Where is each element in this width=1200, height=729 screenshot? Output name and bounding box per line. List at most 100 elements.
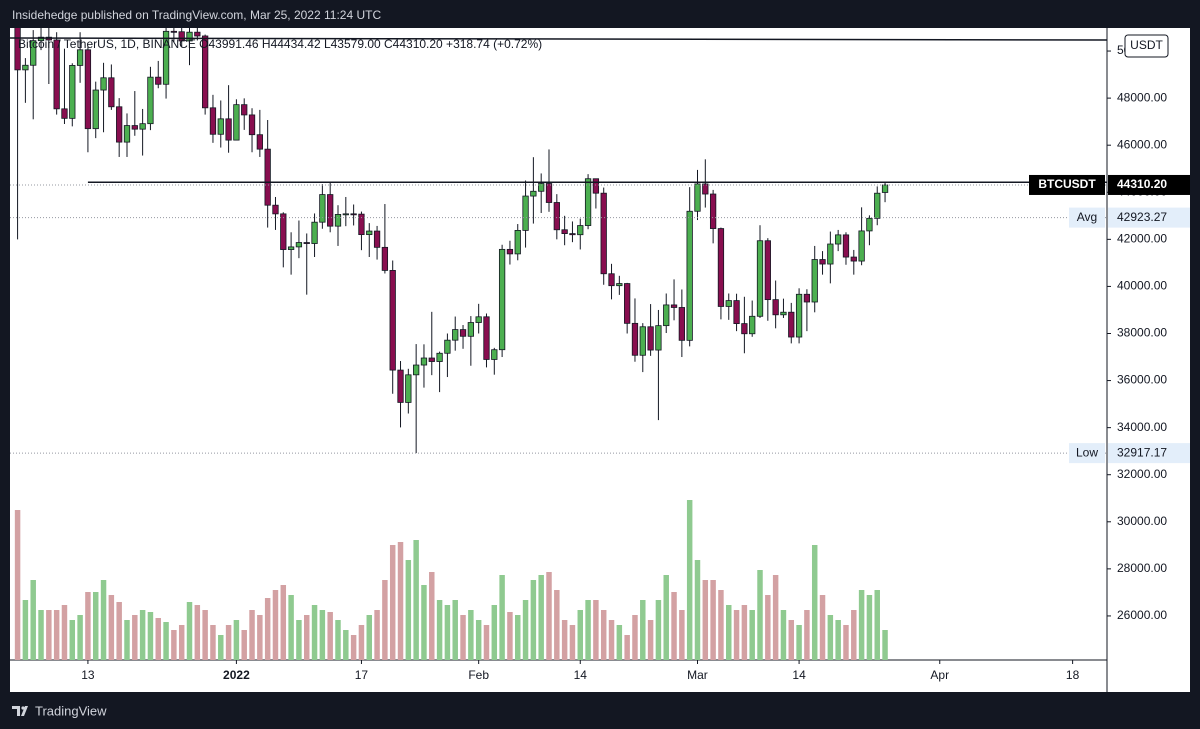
volume-bar	[61, 605, 68, 660]
currency: USDT	[1130, 38, 1163, 52]
candle-body	[616, 283, 623, 287]
candle-body	[569, 233, 576, 236]
candle-body	[233, 104, 240, 141]
candle-body	[53, 39, 60, 110]
volume-bar	[866, 595, 873, 660]
volume-bar	[218, 635, 224, 660]
marker-value: 42923.27	[1117, 210, 1167, 224]
candle-body	[264, 148, 271, 206]
candle-body	[647, 326, 654, 351]
marker-name-box	[1069, 443, 1105, 464]
volume-bar	[632, 615, 638, 660]
volume-bar	[38, 610, 44, 660]
candle-body	[100, 77, 107, 91]
y-tick-label: 26000.00	[1117, 608, 1167, 622]
candle-body	[217, 118, 224, 135]
candle-body	[686, 210, 693, 341]
candle-body	[670, 304, 678, 308]
candle-body	[561, 229, 568, 234]
volume-bar	[702, 580, 709, 660]
candle-body	[553, 202, 560, 231]
volume-bar	[139, 610, 146, 660]
candle-body	[803, 293, 811, 303]
footer: TradingView	[35, 703, 107, 718]
volume-bar	[350, 635, 357, 660]
volume-bar	[436, 600, 443, 660]
candle-body	[631, 322, 639, 356]
volume-bar	[554, 590, 560, 660]
candle-body	[530, 190, 537, 197]
candle-body	[702, 183, 709, 195]
marker-value: 32917.17	[1117, 445, 1167, 459]
x-tick-label: 17	[355, 668, 369, 682]
volume-bar	[335, 620, 341, 660]
candle-body	[483, 316, 490, 360]
candle-body	[694, 183, 701, 212]
candle-body	[280, 213, 287, 250]
volume-bar	[765, 595, 771, 660]
volume-bar	[225, 625, 232, 660]
volume-bar	[718, 590, 724, 660]
y-tick-label: 36000.00	[1117, 373, 1167, 387]
candle-body	[717, 228, 725, 307]
y-tick-label: 38000.00	[1117, 326, 1167, 340]
candle-body	[733, 300, 740, 325]
candle-body	[795, 293, 803, 338]
volume-bar	[507, 612, 513, 660]
volume-bar	[851, 610, 857, 660]
candle-body	[131, 125, 138, 130]
candle-body	[366, 230, 373, 236]
candle-body	[202, 35, 209, 109]
volume-bar	[210, 625, 216, 660]
candle-body	[84, 49, 92, 130]
volume-bar	[171, 630, 177, 660]
y-tick-label: 40000.00	[1117, 279, 1167, 293]
volume-bar	[671, 592, 677, 660]
x-tick-label: 14	[792, 668, 806, 682]
candle-body	[436, 352, 443, 362]
volume-bar	[280, 585, 287, 660]
y-tick-label: 28000.00	[1117, 561, 1167, 575]
candle-body	[709, 193, 717, 229]
volume-bar	[780, 610, 787, 660]
volume-bar	[663, 575, 669, 660]
volume-bar	[311, 605, 318, 660]
volume-bar	[116, 602, 122, 660]
candle-body	[30, 40, 37, 66]
volume-bar	[452, 600, 458, 660]
volume-bar	[194, 605, 201, 660]
candle-body	[506, 248, 514, 255]
x-tick-label: 13	[81, 668, 95, 682]
volume-bar	[147, 612, 154, 660]
volume-layer	[14, 500, 888, 660]
volume-bar	[811, 545, 818, 660]
candle-body	[186, 31, 193, 42]
candle-body	[874, 192, 881, 219]
candle-body	[22, 64, 29, 71]
candle-body	[678, 307, 685, 341]
candle-body	[123, 125, 131, 143]
candle-body	[334, 214, 342, 227]
candle-body	[162, 30, 170, 85]
candle-body	[858, 230, 865, 262]
volume-bar	[155, 618, 161, 660]
volume-bar	[593, 600, 599, 660]
volume-bar	[585, 600, 591, 660]
volume-bar	[444, 605, 451, 660]
volume-bar	[53, 610, 60, 660]
volume-bar	[366, 615, 372, 660]
overlay-layer: Bitcoin / TetherUS, 1D, BINANCE O43991.4…	[9, 34, 1190, 682]
candle-body	[358, 213, 365, 236]
candle-body	[592, 178, 600, 194]
candle-body	[194, 31, 201, 37]
volume-bar	[389, 545, 396, 660]
volume-bar	[788, 620, 795, 660]
candle-body	[811, 259, 818, 303]
volume-bar	[132, 615, 138, 660]
volume-bar	[710, 580, 716, 660]
marker-name: Avg	[1077, 210, 1097, 224]
volume-bar	[429, 572, 435, 660]
volume-bar	[522, 600, 529, 660]
volume-bar	[624, 635, 630, 660]
x-tick-label: Mar	[687, 668, 708, 682]
